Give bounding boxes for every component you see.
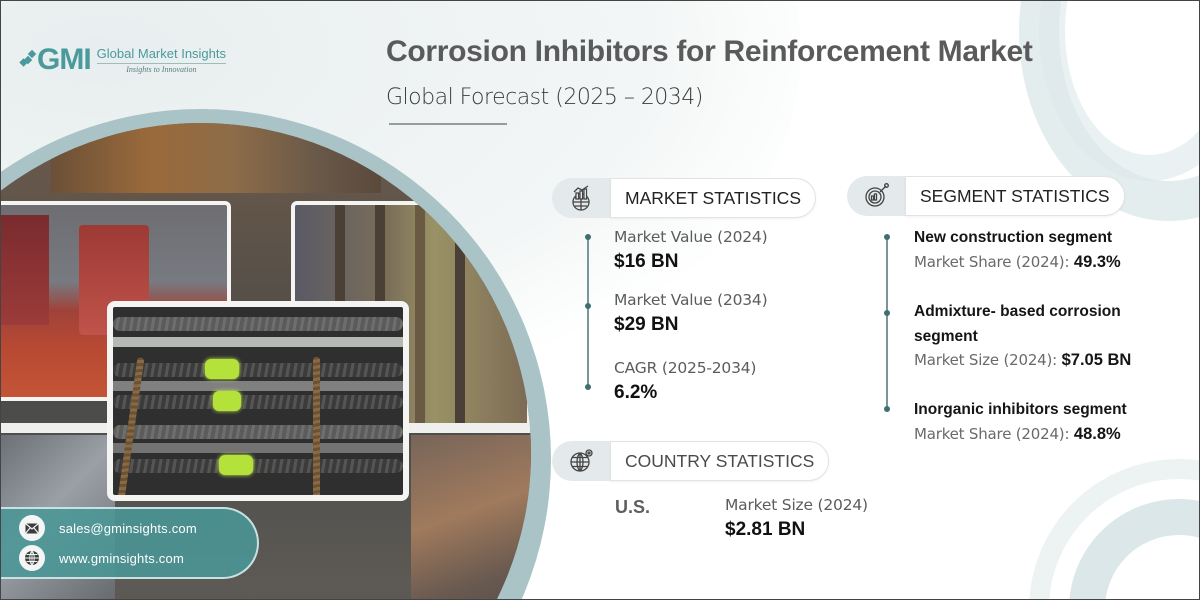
country-statistics-title: COUNTRY STATISTICS [610, 441, 830, 481]
market-value-2034: $29 BN [614, 314, 679, 335]
logo-mark: GMI [25, 43, 92, 77]
corroded-rebar-image [411, 435, 531, 599]
segment-admixture-title-cont: segment [914, 328, 978, 345]
country-statistics-header: COUNTRY STATISTICS [552, 441, 830, 481]
globe-pin-icon [552, 441, 610, 481]
country-market-size-label: Market Size (2024) [725, 496, 868, 514]
segment-new-construction-title: New construction segment [914, 229, 1113, 246]
photo-collage [1, 123, 531, 599]
rebar-with-inhibitor-image [107, 301, 409, 501]
market-value-2024: $16 BN [614, 251, 679, 272]
market-value-2034-label: Market Value (2034) [614, 291, 768, 309]
market-statistics-header: MARKET STATISTICS [552, 178, 816, 218]
cagr-label: CAGR (2025-2034) [614, 359, 757, 377]
market-statistics-title: MARKET STATISTICS [610, 178, 816, 218]
email-link[interactable]: sales@gminsights.com [59, 520, 197, 536]
segment-inorganic-metric: Market Share (2024): 48.8% [914, 425, 1121, 443]
market-timeline [587, 237, 589, 387]
website-link[interactable]: www.gminsights.com [59, 550, 184, 566]
country-market-size-value: $2.81 BN [725, 519, 806, 540]
pie-chart-target-icon [847, 176, 905, 216]
cagr-value: 6.2% [614, 382, 658, 403]
globe-icon [19, 545, 45, 571]
page-title: Corrosion Inhibitors for Reinforcement M… [386, 35, 1033, 68]
logo-diamond-icon [25, 50, 35, 70]
country-name: U.S. [615, 497, 651, 517]
segment-statistics-header: SEGMENT STATISTICS [847, 176, 1125, 216]
envelope-icon [19, 515, 45, 541]
title-divider [389, 123, 507, 125]
gmi-logo: GMI Global Market Insights Insights to I… [25, 43, 227, 77]
contact-panel: sales@gminsights.com www.gminsights.com [1, 507, 259, 579]
globe-chart-icon [552, 178, 610, 218]
brand-tagline: Insights to Innovation [126, 65, 197, 74]
segment-new-construction-metric: Market Share (2024): 49.3% [914, 253, 1121, 271]
market-value-2024-label: Market Value (2024) [614, 228, 768, 246]
segment-admixture-title: Admixture- based corrosion [914, 303, 1121, 320]
segment-admixture-metric: Market Size (2024): $7.05 BN [914, 351, 1132, 369]
contact-email[interactable]: sales@gminsights.com [19, 515, 197, 541]
page-subtitle: Global Forecast (2025 – 2034) [386, 85, 703, 110]
segment-inorganic-title: Inorganic inhibitors segment [914, 401, 1127, 418]
brand-name: Global Market Insights [96, 46, 227, 64]
segment-timeline [886, 237, 888, 407]
contact-website[interactable]: www.gminsights.com [19, 545, 184, 571]
segment-statistics-title: SEGMENT STATISTICS [905, 176, 1125, 216]
rusted-beam-image [51, 123, 381, 193]
